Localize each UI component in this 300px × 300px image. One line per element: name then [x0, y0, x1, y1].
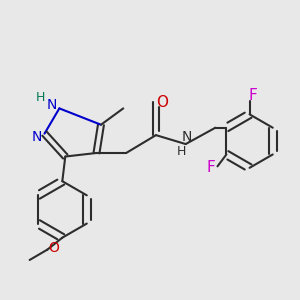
Text: N: N — [32, 130, 42, 144]
Text: O: O — [157, 95, 169, 110]
Text: O: O — [49, 241, 59, 255]
Text: F: F — [248, 88, 257, 103]
Text: N: N — [47, 98, 57, 112]
Text: F: F — [207, 160, 215, 175]
Text: H: H — [176, 145, 186, 158]
Text: H: H — [35, 92, 45, 104]
Text: N: N — [182, 130, 192, 144]
